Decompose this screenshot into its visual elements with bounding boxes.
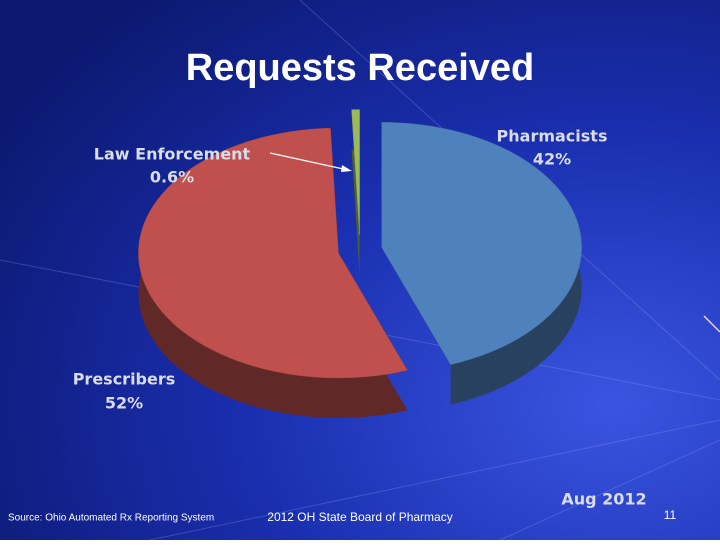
pie-slice-side [351, 109, 360, 275]
slice-label: Law Enforcement [94, 145, 251, 164]
pie-slice [138, 127, 408, 379]
pie-slice [381, 122, 582, 365]
footer-text: 2012 OH State Board of Pharmacy [267, 510, 452, 524]
source-note: Source: Ohio Automated Rx Reporting Syst… [8, 513, 214, 524]
slice-label: Pharmacists [497, 127, 608, 146]
slice-value-label: 0.6% [150, 168, 194, 187]
pie [138, 109, 582, 418]
decor-line [703, 315, 720, 333]
date-annotation: Aug 2012 [561, 490, 646, 509]
leader-arrow [341, 165, 352, 172]
slice-value-label: 42% [533, 150, 571, 169]
slice-value-label: 52% [105, 394, 143, 413]
slice-label: Prescribers [73, 370, 176, 389]
leader-line [269, 152, 349, 171]
pie-slice [351, 109, 360, 235]
page-number: 11 [664, 508, 677, 522]
pie-slice-side [138, 128, 408, 418]
chart-title: Requests Received [186, 47, 535, 89]
